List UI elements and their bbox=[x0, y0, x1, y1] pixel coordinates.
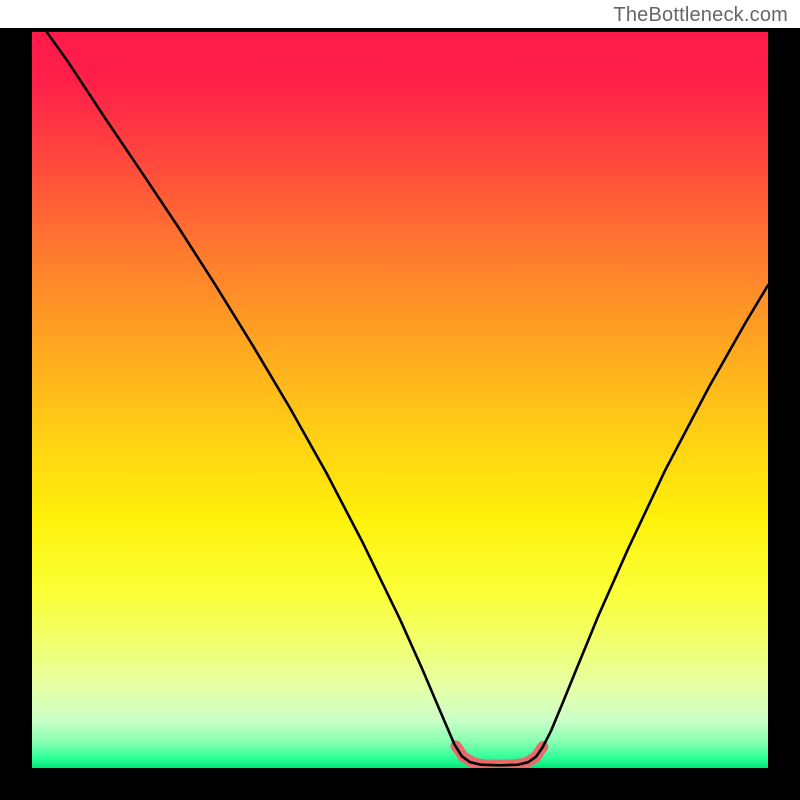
gradient-background bbox=[32, 32, 768, 768]
frame-left bbox=[0, 32, 32, 768]
plot-area bbox=[32, 32, 768, 768]
chart-container: TheBottleneck.com bbox=[0, 0, 800, 800]
watermark-text: TheBottleneck.com bbox=[613, 4, 788, 27]
frame-right bbox=[768, 32, 800, 768]
frame-top-strip bbox=[0, 28, 800, 32]
frame-bottom bbox=[0, 768, 800, 800]
